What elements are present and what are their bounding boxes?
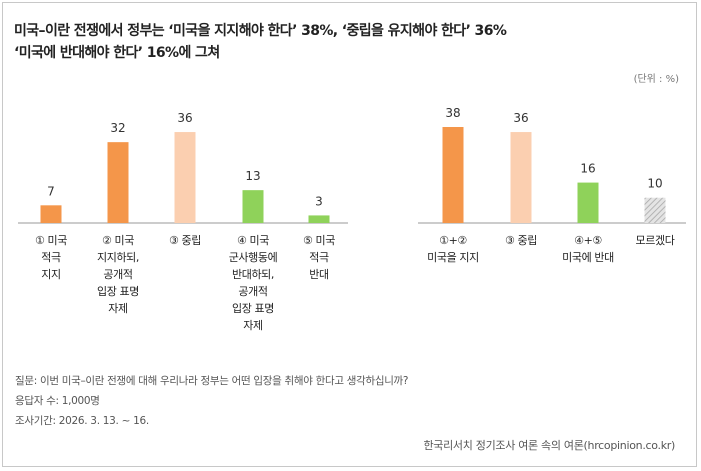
bar-value-label: 13 <box>245 169 260 183</box>
bar-value-label: 3 <box>315 194 323 208</box>
category-label: ③ 중립 <box>169 234 201 247</box>
bar-value-label: 32 <box>110 121 125 135</box>
category-label: ① 미국 적극 지지 <box>35 234 67 281</box>
category-label: ③ 중립 <box>505 234 537 247</box>
bar-summary-4 <box>644 197 666 223</box>
bar-summary-3 <box>577 182 599 223</box>
category-label: ② 미국 지지하되, 공개적 입장 표명 자제 <box>97 234 139 315</box>
category-label: 모르겠다 <box>635 234 675 247</box>
category-label: ④ 미국 군사행동에 반대하되, 공개적 입장 표명 자제 <box>228 234 278 332</box>
title-line-2: ‘미국에 반대해야 한다’ 16%에 그쳐 <box>14 45 220 61</box>
bar-value-label: 38 <box>445 106 460 120</box>
chart-title: 미국–이란 전쟁에서 정부는 ‘미국을 지지해야 한다’ 38%, ‘중립을 유… <box>14 20 507 64</box>
title-line-1: 미국–이란 전쟁에서 정부는 ‘미국을 지지해야 한다’ 38%, ‘중립을 유… <box>14 23 507 39</box>
bar-value-label: 16 <box>580 162 595 176</box>
bar-summary-1 <box>442 127 464 223</box>
bar-detailed-5 <box>308 215 330 223</box>
category-label: ④+⑤ 미국에 반대 <box>562 234 614 264</box>
bar-detailed-4 <box>242 190 264 223</box>
bar-value-label: 7 <box>47 184 55 198</box>
period-note: 조사기간: 2026. 3. 13. ~ 16. <box>15 415 149 427</box>
bar-summary-2 <box>510 132 532 223</box>
sample-note: 응답자 수: 1,000명 <box>15 395 100 407</box>
unit-label: (단위 : %) <box>633 74 679 85</box>
category-label: ⑤ 미국 적극 반대 <box>303 234 335 281</box>
category-label: ①+② 미국을 지지 <box>427 234 479 264</box>
bar-value-label: 10 <box>647 177 662 191</box>
question-note: 질문: 이번 미국–이란 전쟁에 대해 우리나라 정부는 어떤 입장을 취해야 … <box>15 375 409 387</box>
chart-frame <box>2 2 697 467</box>
bar-detailed-2 <box>107 142 129 223</box>
bar-detailed-3 <box>174 132 196 223</box>
footnotes: 질문: 이번 미국–이란 전쟁에 대해 우리나라 정부는 어떤 입장을 취해야 … <box>15 371 409 431</box>
bar-value-label: 36 <box>513 111 528 125</box>
bar-detailed-1 <box>40 205 62 223</box>
source-credit: 한국리서치 정기조사 여론 속의 여론(hrcopinion.co.kr) <box>423 439 675 452</box>
bar-value-label: 36 <box>177 111 192 125</box>
